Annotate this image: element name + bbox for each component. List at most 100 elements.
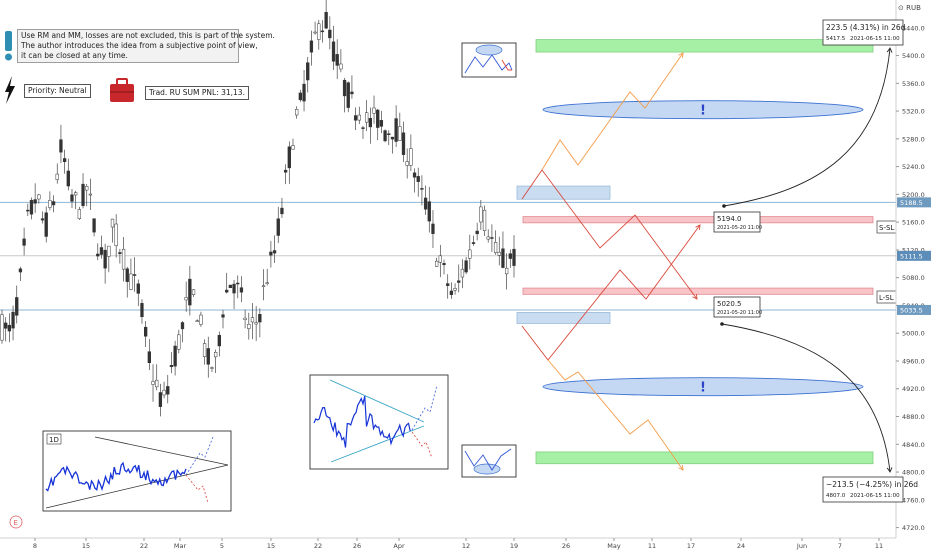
candle-body [29,199,34,215]
target-connector-up [723,47,891,207]
candle-body [254,322,258,325]
path-long [521,224,701,361]
priority-label: Priority: Neutral [24,84,91,98]
candle-body [365,112,369,123]
inset-projection [411,384,438,431]
candle-body [383,130,387,142]
price-mark [897,304,931,315]
logo-icon [9,515,23,529]
x-tick-label: 26 [353,542,361,550]
y-tick-label: 4880.0 [902,413,925,421]
candle-body [372,107,376,114]
candle-body [442,263,446,266]
x-tick-label: 22 [140,542,148,550]
arrow-head [886,47,893,53]
level-date: 2021-05-20 11:00 [717,310,762,316]
x-tick-label: 17 [687,542,695,550]
candle-body [409,148,413,166]
candle-body [287,146,291,169]
candle-body [81,183,85,206]
candle-body [350,91,354,95]
candle-body [180,322,185,330]
candle-body [59,139,63,153]
candle-body [283,169,288,173]
exclaim-mark: ! [700,104,706,119]
candle-body [501,248,505,268]
candle-body [136,283,140,294]
candle-body [99,247,104,255]
arrow-head [678,52,684,59]
candle-body [236,282,240,285]
pattern-insets: 1D E [5,31,517,529]
y-tick-label: 5320.0 [902,108,925,116]
candle-body [405,161,409,166]
briefcase-handle [116,78,128,86]
sketch-line [501,59,512,71]
candle-body [346,82,350,108]
wedge-inset [309,374,449,470]
candle-body [221,314,225,318]
target-box-up [822,19,904,46]
info-icon [5,31,12,51]
candle-body [431,223,435,234]
candle-body [66,170,70,187]
y-tick-label: 5440.0 [902,24,925,32]
x-tick-label: 11 [875,542,883,550]
candle-body [361,127,365,129]
entry-zone-lower [516,311,611,324]
x-tick-label: 15 [267,542,275,550]
candle-body [269,251,273,256]
target-date: 2021-06-15 11:00 [850,493,900,499]
candle-body [144,326,148,337]
zones: !! S-SL L-SL [516,39,897,465]
candles [0,0,516,417]
inset-projection [185,474,209,504]
candle-body [22,238,26,246]
candle-body [147,351,151,364]
candle-body [155,379,159,388]
candle-body [353,115,358,121]
candle-body [213,352,218,358]
candle-body [446,283,450,286]
candle-body [306,62,310,81]
sl-label: L-SL [879,294,894,302]
candle-body [324,11,328,29]
y-tick-label: 4960.0 [902,357,925,365]
candle-body [493,242,498,253]
candle-body [342,79,347,97]
arrow-head [695,224,701,231]
x-tick-label: Apr [393,542,405,550]
y-tick-label: 5280.0 [902,135,925,143]
candle-body [479,206,483,223]
candle-body [129,273,133,290]
target-connector-down [721,323,891,473]
candle-body [96,253,100,257]
trend-line [45,464,229,509]
candle-body [44,212,48,237]
candle-body [228,284,233,289]
candle-body [434,260,439,267]
candle-body [276,218,280,236]
timeframe-label: 1D [49,436,59,444]
candle-body [328,29,332,39]
candle-body [497,251,501,256]
x-tick-label: 22 [314,542,322,550]
briefcase-icon [110,84,134,102]
info-icon-dot [5,53,12,61]
sketch-line [464,448,512,471]
currency-label: ⊙ RUB [898,4,921,12]
candle-body [158,392,163,407]
target-box-down [822,476,904,503]
candle-body [202,343,207,357]
candle-body [239,287,244,293]
sketch-ellipse [473,463,501,475]
candle-body [217,334,221,347]
y-tick-label: 5360.0 [902,80,925,88]
candle-body [85,186,89,191]
note-line: The author introduces the idea from a su… [21,41,258,50]
anchor-dot [722,204,726,208]
inset-price-line [45,461,187,492]
y-tick-label: 5000.0 [902,330,925,338]
